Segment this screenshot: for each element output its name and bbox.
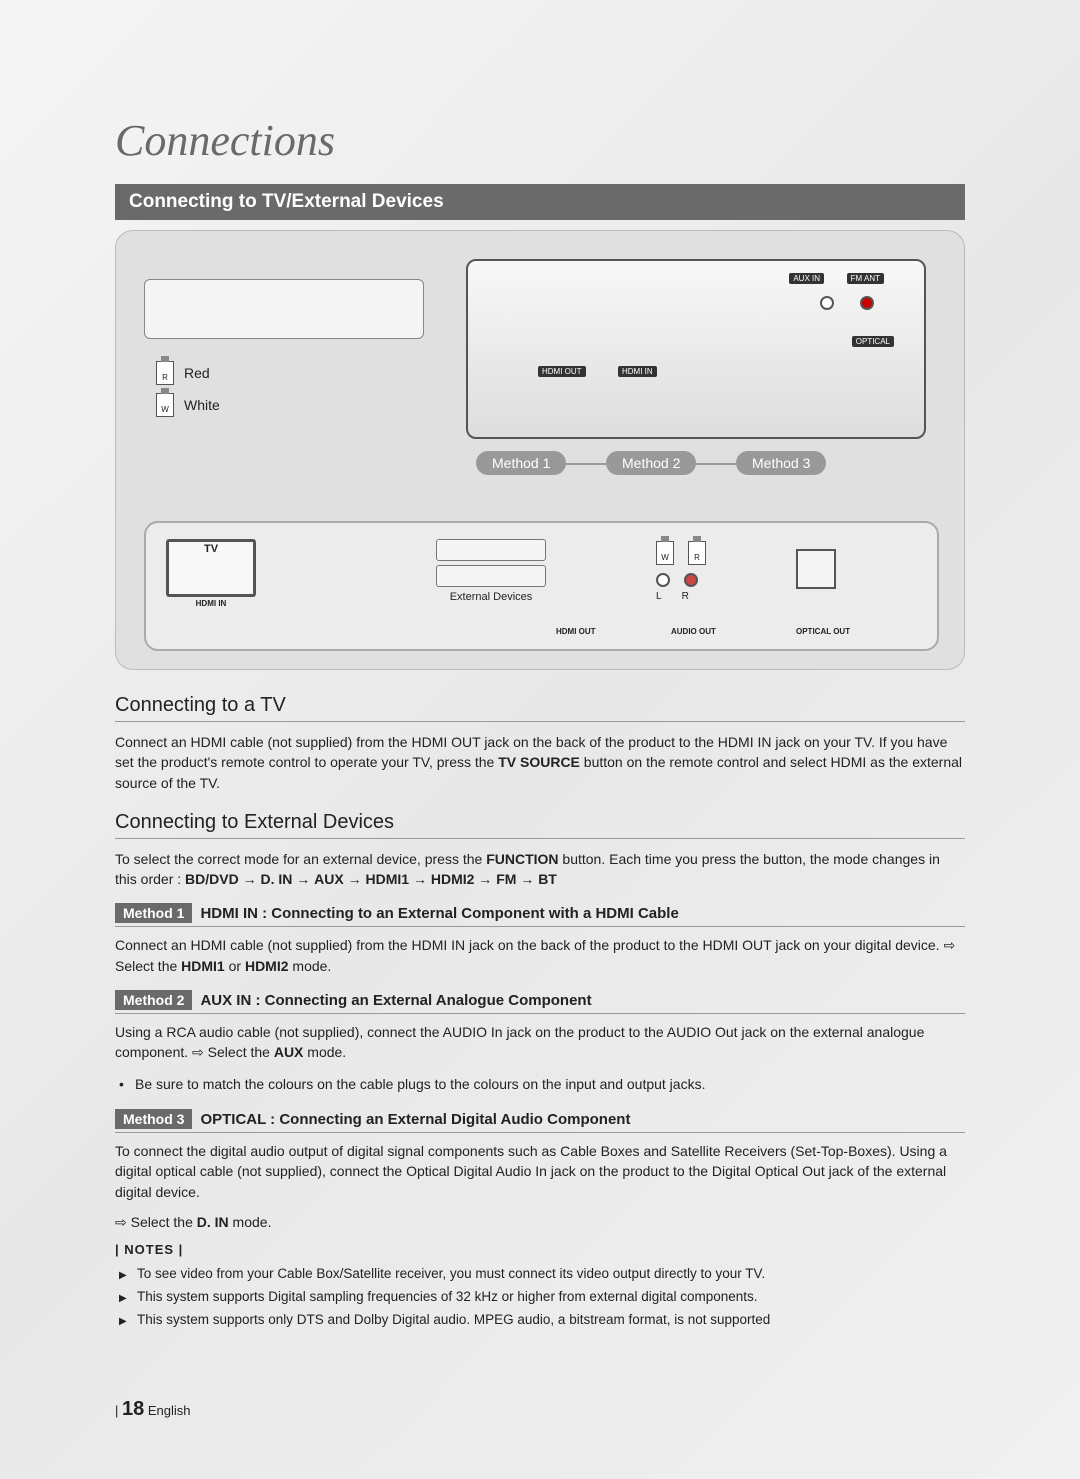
- player-back-panel: HDMI OUT HDMI IN AUX IN FM ANT OPTICAL: [466, 259, 926, 439]
- plug-white-icon: W: [156, 393, 174, 417]
- method2-header: Method 2 AUX IN : Connecting an External…: [115, 990, 965, 1014]
- page-language: English: [148, 1403, 191, 1418]
- player-front-view: [144, 279, 424, 339]
- note-item: To see video from your Cable Box/Satelli…: [119, 1263, 965, 1286]
- optical-label: OPTICAL: [852, 336, 894, 347]
- page-number: 18: [122, 1398, 144, 1420]
- note-item: This system supports Digital sampling fr…: [119, 1286, 965, 1309]
- rca-legend: R Red W White: [156, 361, 220, 425]
- optical-out-tag: OPTICAL OUT: [796, 627, 850, 636]
- jack-red: [684, 573, 698, 587]
- notes-list: To see video from your Cable Box/Satelli…: [115, 1263, 965, 1332]
- method1-header: Method 1 HDMI IN : Connecting to an Exte…: [115, 903, 965, 927]
- hdmi-out-tag: HDMI OUT: [556, 627, 596, 636]
- red-label: Red: [184, 365, 210, 381]
- tv-icon: TV HDMI IN: [166, 539, 256, 608]
- mode-chain: BD/DVD → D. IN → AUX → HDMI1 → HDMI2 → F…: [185, 871, 557, 887]
- method3-header: Method 3 OPTICAL : Connecting an Externa…: [115, 1109, 965, 1133]
- method2-pill: Method 2: [606, 451, 696, 475]
- chapter-title: Connections: [115, 115, 965, 166]
- section-header: Connecting to TV/External Devices: [115, 184, 965, 220]
- method1-body: Connect an HDMI cable (not supplied) fro…: [115, 935, 965, 976]
- connection-diagram: HDMI OUT HDMI IN AUX IN FM ANT OPTICAL R…: [115, 230, 965, 670]
- rca-wr-block: W R L R: [656, 541, 706, 602]
- plug-red-icon: R: [156, 361, 174, 385]
- tv-body: Connect an HDMI cable (not supplied) fro…: [115, 732, 965, 793]
- method1-pill: Method 1: [476, 451, 566, 475]
- external-body: To select the correct mode for an extern…: [115, 849, 965, 890]
- note-item: This system supports only DTS and Dolby …: [119, 1309, 965, 1332]
- audio-out-tag: AUDIO OUT: [671, 627, 716, 636]
- method-connector-line: [688, 463, 736, 465]
- method2-bullet: Be sure to match the colours on the cabl…: [115, 1073, 965, 1095]
- subsection-external: Connecting to External Devices: [115, 811, 965, 839]
- page-content: Connections Connecting to TV/External De…: [115, 115, 965, 1332]
- notes-header: | NOTES |: [115, 1242, 965, 1257]
- aux-red-jack: [860, 296, 874, 310]
- plug-w-icon: W: [656, 541, 674, 565]
- fm-ant-label: FM ANT: [847, 273, 884, 284]
- method3-pill: Method 3: [736, 451, 826, 475]
- hdmi-out-label: HDMI OUT: [538, 366, 586, 377]
- optical-device-icon: [796, 549, 836, 589]
- method-connector-line: [558, 463, 606, 465]
- subsection-tv: Connecting to a TV: [115, 694, 965, 722]
- external-devices-icon: External Devices: [436, 539, 546, 603]
- plug-r-icon: R: [688, 541, 706, 565]
- method3-body: To connect the digital audio output of d…: [115, 1141, 965, 1202]
- hdmi-in-label: HDMI IN: [618, 366, 657, 377]
- aux-in-label: AUX IN: [789, 273, 824, 284]
- method2-body: Using a RCA audio cable (not supplied), …: [115, 1022, 965, 1063]
- aux-white-jack: [820, 296, 834, 310]
- jack-white: [656, 573, 670, 587]
- method3-select: ⇨ Select the D. IN mode.: [115, 1212, 965, 1232]
- white-label: White: [184, 397, 220, 413]
- page-footer: | 18 English: [115, 1398, 191, 1421]
